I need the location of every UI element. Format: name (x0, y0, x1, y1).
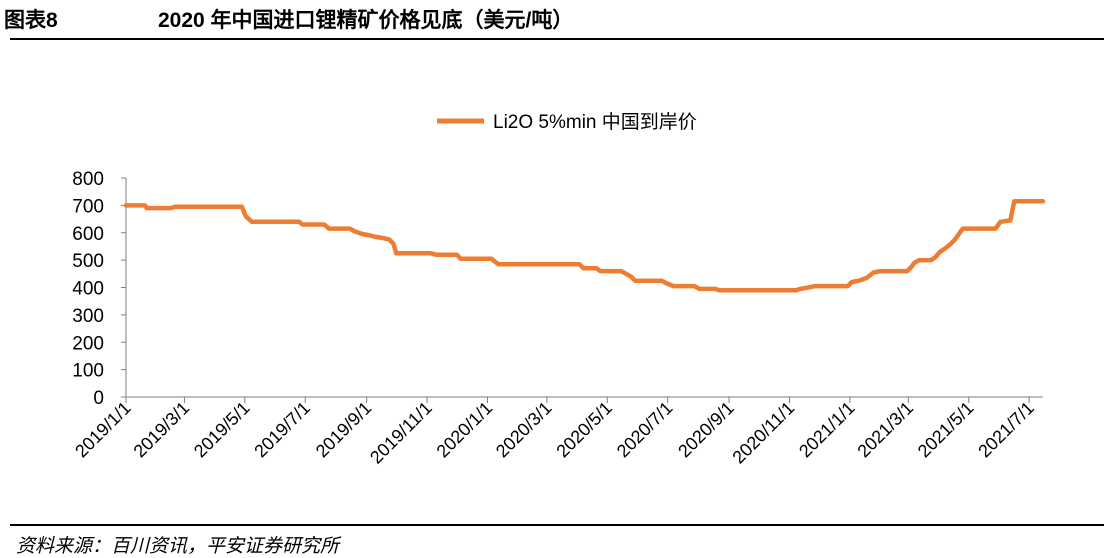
x-tick-label: 2021/7/1 (974, 398, 1038, 462)
source-note: 资料来源：百川资讯，平安证券研究所 (16, 536, 340, 557)
y-tick-label: 500 (72, 251, 104, 272)
x-tick-label: 2019/5/1 (190, 398, 254, 462)
y-tick-label: 400 (72, 279, 104, 300)
legend-label: Li2O 5%min 中国到岸价 (493, 111, 697, 133)
x-tick-label: 2020/7/1 (613, 398, 677, 462)
x-tick-label: 2020/5/1 (552, 398, 616, 462)
y-tick-label: 600 (72, 224, 104, 245)
figure-header (10, 4, 1104, 40)
x-tick-label: 2020/9/1 (674, 398, 738, 462)
footer-rule (10, 524, 1104, 526)
y-tick-label: 200 (72, 333, 104, 354)
figure-number: 图表8 (4, 9, 58, 32)
x-tick-label: 2021/1/1 (795, 398, 859, 462)
y-tick-label: 300 (72, 306, 104, 327)
x-tick-label: 2019/3/1 (130, 398, 194, 462)
x-tick-label: 2019/9/1 (312, 398, 376, 462)
y-tick-label: 0 (93, 388, 104, 409)
figure-title: 2020 年中国进口锂精矿价格见底（美元/吨） (158, 9, 574, 32)
x-tick-label: 2020/11/1 (728, 398, 798, 468)
y-tick-label: 800 (72, 169, 104, 190)
x-tick-label: 2020/3/1 (492, 398, 556, 462)
x-tick-label: 2019/7/1 (250, 398, 314, 462)
y-tick-label: 700 (72, 196, 104, 217)
y-tick-label: 100 (72, 361, 104, 382)
x-tick-label: 2019/11/1 (366, 398, 436, 468)
series-line (123, 199, 1046, 293)
x-tick-label: 2021/5/1 (914, 398, 978, 462)
x-tick-label: 2020/1/1 (433, 398, 497, 462)
x-tick-label: 2021/3/1 (853, 398, 917, 462)
